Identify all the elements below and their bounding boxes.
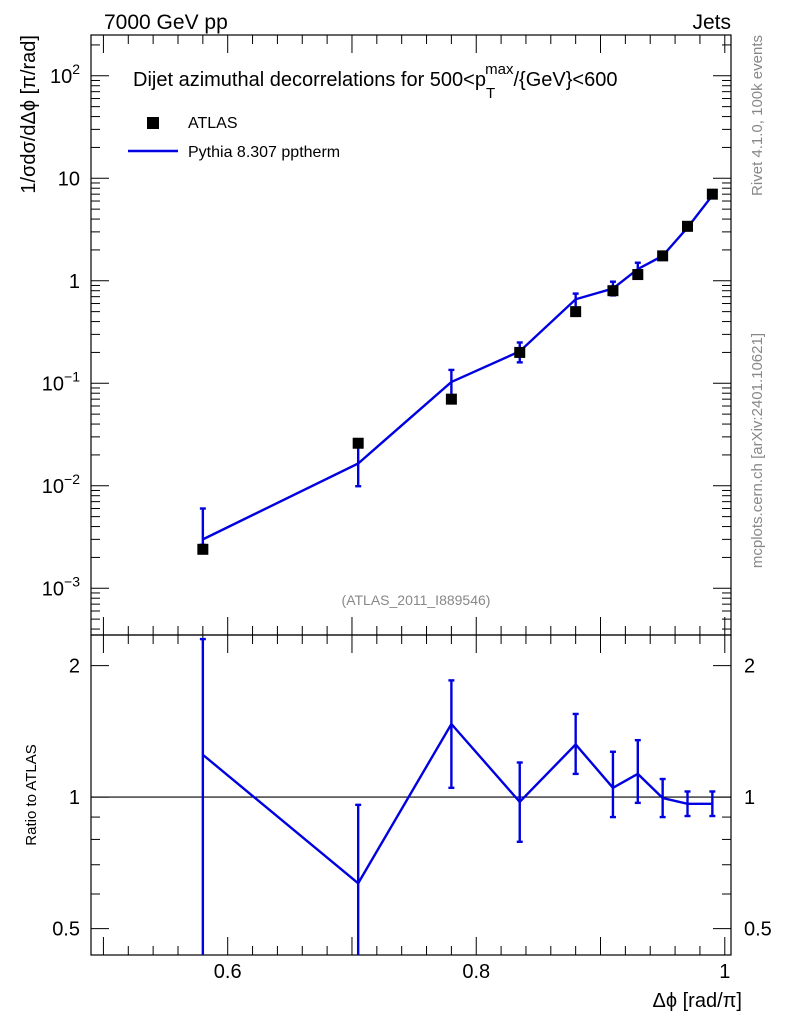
ratio-ytick-label: 1: [69, 787, 80, 809]
ratio-frame: [90, 634, 732, 956]
main-ytick-label: 10−2: [42, 471, 80, 498]
rivet-label: Rivet 4.1.0, 100k events: [749, 35, 766, 196]
legend-atlas-marker: [147, 117, 159, 129]
mcplots-label: mcplots.cern.ch [arXiv:2401.10621]: [749, 333, 766, 568]
ratio-line: [202, 721, 713, 886]
ratio-xtick-label: 1: [719, 961, 730, 983]
pythia-line: [202, 194, 714, 541]
ratio-xtick-label: 0.6: [214, 961, 242, 983]
ratio-ytick-label: 0.5: [52, 919, 80, 941]
atlas-marker: [570, 306, 582, 318]
chart-title: Dijet azimuthal decorrelations for 500<p…: [133, 61, 617, 102]
main-ytick-label: 102: [50, 61, 80, 88]
ratio-ytick-label-right: 0.5: [744, 919, 772, 941]
ratio-xlabel: Δϕ [rad/π]: [653, 990, 743, 1012]
main-ytick-label: 1: [69, 271, 80, 293]
header-right: Jets: [692, 11, 731, 34]
main-ylabel: 1/σdσ/dΔϕ [π/rad]: [18, 35, 40, 194]
ratio-xtick-label: 0.8: [462, 961, 490, 983]
ratio-ylabel: Ratio to ATLAS: [23, 744, 40, 845]
atlas-marker: [657, 250, 669, 262]
legend-atlas-label: ATLAS: [188, 115, 238, 132]
analysis-watermark: (ATLAS_2011_I889546): [342, 592, 491, 608]
main-ytick-label: 10−3: [42, 573, 80, 600]
atlas-marker: [445, 393, 457, 405]
header-left: 7000 GeV pp: [104, 11, 228, 34]
chart-marks: 10−3 10−2 10−1 1 10 102 0.6 0.8 1 0.5 0.5 1 1 2 2: [42, 35, 772, 983]
atlas-marker: [607, 285, 619, 297]
legend-pythia-label: Pythia 8.307 pptherm: [188, 144, 340, 161]
atlas-marker: [682, 220, 694, 232]
ratio-ytick-label: 2: [69, 656, 80, 678]
main-ytick-label: 10: [58, 168, 80, 190]
main-ytick-label: 10−1: [42, 368, 80, 395]
atlas-marker: [352, 437, 364, 449]
main-frame: [90, 34, 732, 636]
atlas-marker: [514, 346, 526, 358]
atlas-marker: [197, 543, 209, 555]
atlas-marker: [632, 269, 644, 281]
ratio-ytick-label-right: 1: [744, 787, 755, 809]
atlas-marker: [706, 188, 718, 200]
ratio-ytick-label-right: 2: [744, 656, 755, 678]
